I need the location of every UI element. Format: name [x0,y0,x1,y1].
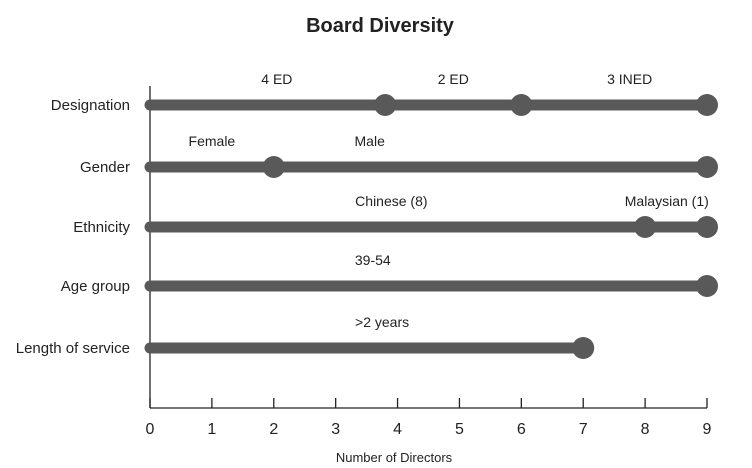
segment-label-gender-0: Female [189,133,236,149]
x-tick-label-1: 1 [207,421,216,438]
x-tick-label-5: 5 [455,421,464,438]
category-label-gender: Gender [80,159,130,176]
plot-area: 0 1 2 3 4 5 6 7 8 9 Designation 4 ED 2 ED 3 INED Gende… [16,71,718,438]
x-tick-label-7: 7 [579,421,588,438]
x-tick-label-3: 3 [331,421,340,438]
segment-label-designation-2: 3 INED [607,71,652,87]
segment-label-designation-1: 2 ED [438,71,469,87]
x-tick-label-0: 0 [146,421,155,438]
point-designation-0 [374,94,397,116]
x-tick-label-9: 9 [703,421,712,438]
x-tick-label-6: 6 [517,421,526,438]
segment-label-gender-1: Male [355,133,386,149]
category-label-age-group: Age group [61,278,130,295]
point-age-group-0 [696,275,718,297]
chart-title: Board Diversity [306,15,455,37]
category-label-ethnicity: Ethnicity [73,219,130,236]
category-label-length-of-service: Length of service [16,340,130,357]
category-label-designation: Designation [51,97,130,114]
segment-label-ethnicity-0: Chinese (8) [355,193,427,209]
point-designation-1 [510,94,533,116]
point-gender-1 [696,156,718,178]
x-tick-label-8: 8 [641,421,650,438]
x-tick-label-4: 4 [393,421,402,438]
segment-label-length-of-service-0: >2 years [355,314,409,330]
x-axis-label: Number of Directors [336,450,453,463]
point-ethnicity-0 [634,216,657,238]
segment-label-ethnicity-1: Malaysian (1) [625,193,709,209]
segment-label-age-group-0: 39-54 [355,252,391,268]
point-gender-0 [262,156,285,178]
point-designation-2 [696,94,718,116]
point-ethnicity-1 [696,216,718,238]
point-length-of-service-0 [572,337,595,359]
segment-label-designation-0: 4 ED [261,71,292,87]
x-tick-label-2: 2 [269,421,278,438]
